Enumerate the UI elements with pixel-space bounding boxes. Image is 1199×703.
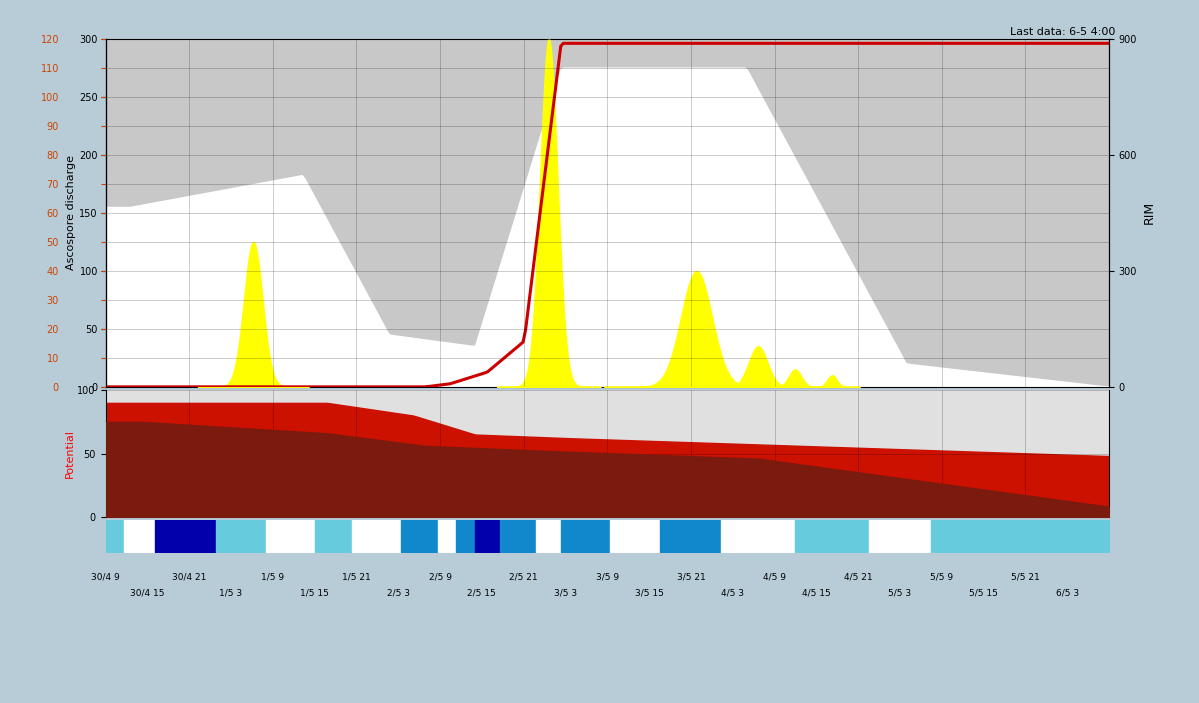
Text: 2/5 3: 2/5 3 — [387, 588, 410, 598]
Text: 4/5 9: 4/5 9 — [763, 573, 787, 582]
Text: 3/5 21: 3/5 21 — [676, 573, 705, 582]
Text: 6/5 3: 6/5 3 — [1055, 588, 1079, 598]
Text: 30/4 9: 30/4 9 — [91, 573, 120, 582]
Text: 1/5 21: 1/5 21 — [342, 573, 370, 582]
Text: 2/5 21: 2/5 21 — [510, 573, 538, 582]
Text: 1/5 15: 1/5 15 — [300, 588, 329, 598]
Y-axis label: Potential: Potential — [65, 429, 74, 478]
Text: 4/5 21: 4/5 21 — [844, 573, 873, 582]
Text: 3/5 15: 3/5 15 — [634, 588, 663, 598]
Y-axis label: Ascospore discharge: Ascospore discharge — [66, 155, 77, 270]
Text: 3/5 3: 3/5 3 — [554, 588, 577, 598]
Text: 5/5 9: 5/5 9 — [930, 573, 953, 582]
Text: 5/5 3: 5/5 3 — [888, 588, 911, 598]
Text: 1/5 9: 1/5 9 — [261, 573, 284, 582]
Text: 30/4 21: 30/4 21 — [171, 573, 206, 582]
Text: 2/5 9: 2/5 9 — [428, 573, 452, 582]
Text: Last data: 6-5 4:00: Last data: 6-5 4:00 — [1010, 27, 1115, 37]
Y-axis label: RIM: RIM — [1143, 201, 1156, 224]
Text: 5/5 21: 5/5 21 — [1011, 573, 1040, 582]
Text: 30/4 15: 30/4 15 — [129, 588, 164, 598]
Text: 2/5 15: 2/5 15 — [468, 588, 496, 598]
Text: 5/5 15: 5/5 15 — [969, 588, 998, 598]
Text: 1/5 3: 1/5 3 — [219, 588, 242, 598]
Text: 3/5 9: 3/5 9 — [596, 573, 619, 582]
Text: 4/5 15: 4/5 15 — [802, 588, 831, 598]
Text: 4/5 3: 4/5 3 — [722, 588, 745, 598]
